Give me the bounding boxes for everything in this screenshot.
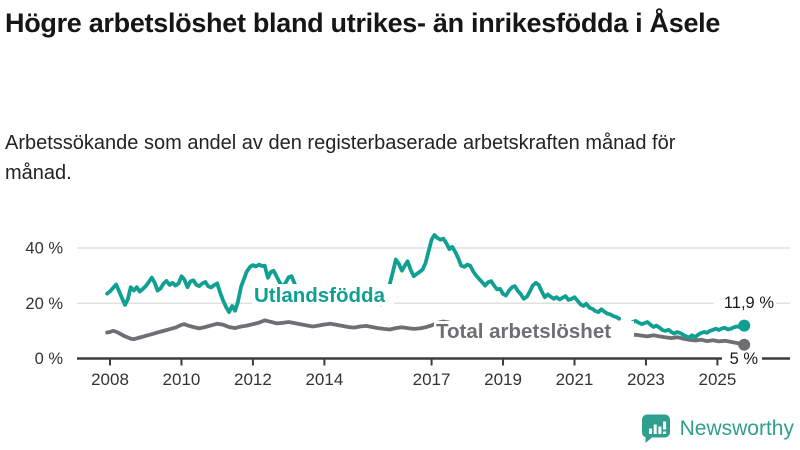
series-line-total-arbetsl-shet-seg1 <box>628 332 747 347</box>
bar-chart-speech-bubble-icon <box>641 414 670 443</box>
series-line-utlandsf-dda-seg1 <box>628 318 747 340</box>
annotation-bg-utlandsfodda <box>714 293 776 312</box>
page-title: Högre arbetslöshet bland utrikes- än inr… <box>5 8 721 38</box>
x-tick-label-2025: 2025 <box>698 370 736 389</box>
label-bg-total <box>434 321 634 342</box>
series-label-utlandsfodda: Utlandsfödda <box>254 284 386 307</box>
x-tick-label-2010: 2010 <box>163 370 201 389</box>
newsworthy-logo: Newsworthy <box>641 413 794 444</box>
x-tick-label-2019: 2019 <box>484 370 522 389</box>
series-label-total-arbetsloshet: Total arbetslöshet <box>436 320 611 343</box>
x-tick-label-2012: 2012 <box>234 370 272 389</box>
end-dot-total-arbetsl-shet <box>738 338 751 351</box>
x-tick-label-2014: 2014 <box>305 370 343 389</box>
x-tick-label-2008: 2008 <box>91 370 129 389</box>
end-value-label-total: 5 % <box>730 350 759 368</box>
end-value-label-utlandsfodda: 11,9 % <box>724 294 774 312</box>
y-tick-label-40: 40 % <box>25 240 63 258</box>
y-tick-label-0: 0 % <box>35 350 64 368</box>
annotation-bg-total <box>722 351 762 367</box>
x-tick-label-2021: 2021 <box>556 370 594 389</box>
x-tick-label-2023: 2023 <box>627 370 665 389</box>
end-dot-utlandsf-dda <box>738 319 751 332</box>
chart-header: Högre arbetslöshet bland utrikes- än inr… <box>5 6 796 41</box>
brand-name: Newsworthy <box>679 416 794 440</box>
x-tick-label-2017: 2017 <box>413 370 451 389</box>
y-tick-label-20: 20 % <box>25 295 63 313</box>
chart-subtitle: Arbetssökande som andel av den registerb… <box>5 132 676 184</box>
label-bg-utlandsfodda <box>252 284 394 306</box>
